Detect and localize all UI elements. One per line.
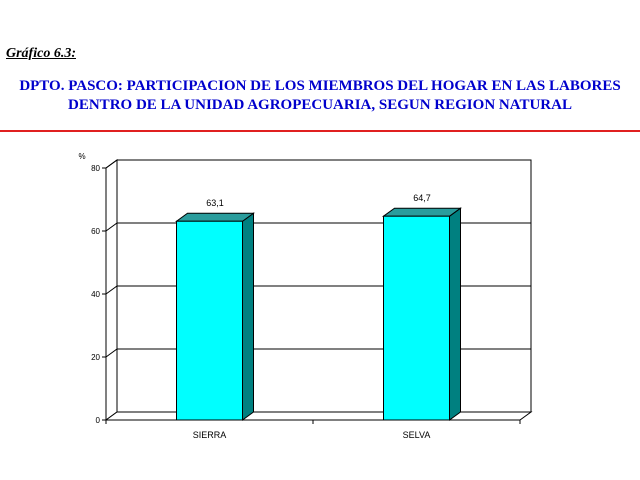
title-divider — [0, 130, 640, 132]
y-tick-label-20: 20 — [91, 353, 100, 362]
y-tick-label-60: 60 — [91, 227, 100, 236]
gridline-80 — [105, 159, 531, 169]
bar-sierra — [176, 220, 243, 421]
y-tick-label-0: 0 — [96, 416, 101, 425]
chart-title: DPTO. PASCO: PARTICIPACION DE LOS MIEMBR… — [0, 77, 640, 115]
bar-side-sierra — [242, 212, 254, 421]
bar-top-sierra — [174, 212, 256, 222]
category-label-sierra: SIERRA — [193, 430, 227, 440]
category-label-selva: SELVA — [403, 430, 431, 440]
y-axis-label: % — [78, 152, 85, 161]
y-tick-label-40: 40 — [91, 290, 100, 299]
title-line-1: DPTO. PASCO: PARTICIPACION DE LOS MIEMBR… — [19, 78, 621, 94]
figure-label: Gráfico 6.3: — [6, 46, 76, 61]
value-label-sierra: 63,1 — [206, 198, 224, 208]
bar-selva — [383, 215, 450, 421]
bar-side-selva — [449, 207, 461, 421]
bar-top-selva — [381, 207, 463, 217]
y-tick-label-80: 80 — [91, 164, 100, 173]
plot-floor — [104, 411, 533, 421]
value-label-selva: 64,7 — [413, 193, 431, 203]
title-line-2: DENTRO DE LA UNIDAD AGROPECUARIA, SEGUN … — [68, 97, 572, 113]
